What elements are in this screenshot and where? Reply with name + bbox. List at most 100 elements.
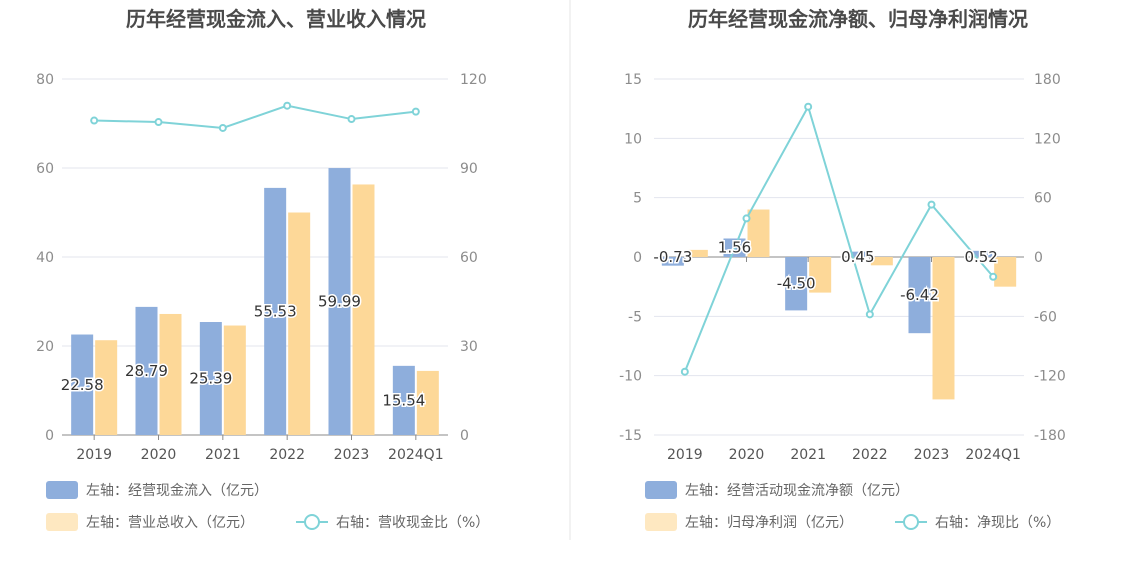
bar-data-label: -0.73 — [653, 248, 692, 266]
legend-label: 左轴：经营活动现金流净额（亿元） — [685, 483, 909, 499]
bar-data-label: 0.45 — [841, 248, 874, 266]
bar-secondary — [416, 370, 439, 435]
x-axis-tick-label: 2021 — [205, 447, 241, 463]
right-axis-tick-label: 60 — [1034, 191, 1052, 207]
bar-data-label: 22.58 — [61, 376, 104, 394]
right-axis-tick-label: 120 — [460, 72, 487, 88]
left-axis-tick-label: -15 — [619, 428, 642, 444]
legend-swatch — [645, 481, 677, 499]
bar-data-label: 1.56 — [718, 239, 751, 257]
series-line — [94, 104, 416, 129]
line-point — [865, 310, 874, 319]
left-axis-tick-label: 60 — [36, 161, 54, 177]
bar-secondary — [994, 257, 1017, 287]
bar-secondary — [223, 325, 246, 435]
legend-label: 右轴：净现比（%） — [935, 515, 1060, 531]
bar-primary — [785, 257, 808, 311]
line-point — [411, 107, 420, 116]
left-axis-tick-label: 0 — [633, 250, 642, 266]
line-point — [927, 200, 936, 209]
legend-label: 左轴：营业总收入（亿元） — [86, 515, 254, 531]
right-axis-tick-label: 60 — [460, 250, 478, 266]
x-axis-tick-label: 2023 — [334, 447, 370, 463]
bar-primary — [135, 306, 158, 435]
bar-data-label: -6.42 — [900, 286, 939, 304]
right-axis-tick-label: -180 — [1034, 428, 1066, 444]
bar-primary — [71, 334, 94, 435]
right-axis-tick-label: 0 — [1034, 250, 1043, 266]
legend-label: 右轴：营收现金比（%） — [336, 515, 489, 531]
legend-point-swatch — [304, 514, 320, 530]
legend-swatch — [46, 513, 78, 531]
x-axis-tick-label: 2022 — [269, 447, 305, 463]
bar-secondary — [685, 249, 708, 257]
x-axis-tick-label: 2020 — [729, 447, 765, 463]
line-point — [680, 367, 689, 376]
left-axis-tick-label: 0 — [45, 428, 54, 444]
left-axis-tick-label: 5 — [633, 191, 642, 207]
line-point — [283, 101, 292, 110]
x-axis-tick-label: 2021 — [790, 447, 826, 463]
bar-secondary — [95, 340, 118, 435]
x-axis-tick-label: 2024Q1 — [388, 447, 444, 463]
left-axis-tick-label: 80 — [36, 72, 54, 88]
bar-primary — [199, 322, 222, 435]
bar-primary — [846, 251, 869, 257]
right-axis-tick-label: -120 — [1034, 369, 1066, 385]
left-axis-tick-label: 15 — [624, 72, 642, 88]
line-point — [347, 115, 356, 124]
x-axis-tick-label: 2023 — [914, 447, 950, 463]
x-axis-tick-label: 2019 — [667, 447, 703, 463]
x-axis-tick-label: 2019 — [76, 447, 112, 463]
right-axis-tick-label: 30 — [460, 339, 478, 355]
line-point — [742, 214, 751, 223]
bar-data-label: 55.53 — [254, 302, 297, 320]
line-point — [804, 102, 813, 111]
bar-data-label: -4.50 — [777, 275, 816, 293]
right-axis-tick-label: 180 — [1034, 72, 1061, 88]
bar-secondary — [932, 257, 955, 400]
bar-secondary — [288, 212, 311, 435]
bar-secondary — [159, 313, 182, 435]
right-axis-tick-label: -60 — [1034, 309, 1057, 325]
legend-label: 左轴：归母净利润（亿元） — [685, 514, 853, 531]
x-axis-tick-label: 2020 — [141, 447, 177, 463]
left-axis-tick-label: -5 — [628, 309, 642, 325]
series-line — [683, 104, 994, 373]
bar-primary — [661, 257, 684, 266]
chart-title: 历年经营现金流入、营业收入情况 — [126, 7, 426, 31]
bar-data-label: 15.54 — [382, 391, 425, 409]
bar-secondary — [870, 257, 893, 266]
legend-point-swatch — [903, 514, 919, 530]
bar-data-label: 28.79 — [125, 362, 168, 380]
bar-primary — [970, 250, 993, 257]
bar-data-label: 0.52 — [964, 248, 997, 266]
bar-secondary — [809, 257, 832, 293]
line-point — [154, 118, 163, 127]
bar-data-label: 59.99 — [318, 293, 361, 311]
legend-label: 左轴：经营现金流入（亿元） — [86, 483, 268, 499]
bar-secondary — [352, 184, 375, 435]
line-point — [989, 272, 998, 281]
line-point — [218, 123, 227, 132]
right-axis-tick-label: 120 — [1034, 131, 1061, 147]
bar-primary — [392, 365, 415, 435]
x-axis-tick-label: 2024Q1 — [965, 447, 1021, 463]
legend-swatch — [46, 481, 78, 499]
chart-title: 历年经营现金流净额、归母净利润情况 — [688, 7, 1028, 31]
left-axis-tick-label: -10 — [619, 369, 642, 385]
right-axis-tick-label: 90 — [460, 161, 478, 177]
legend-swatch — [645, 513, 677, 531]
bar-primary — [908, 257, 931, 334]
bar-primary — [328, 168, 351, 435]
left-axis-tick-label: 10 — [624, 131, 642, 147]
left-axis-tick-label: 20 — [36, 339, 54, 355]
x-axis-tick-label: 2022 — [852, 447, 888, 463]
right-axis-tick-label: 0 — [460, 428, 469, 444]
bar-data-label: 25.39 — [189, 370, 232, 388]
bar-primary — [264, 187, 287, 435]
bar-secondary — [747, 209, 770, 257]
line-point — [90, 116, 99, 125]
